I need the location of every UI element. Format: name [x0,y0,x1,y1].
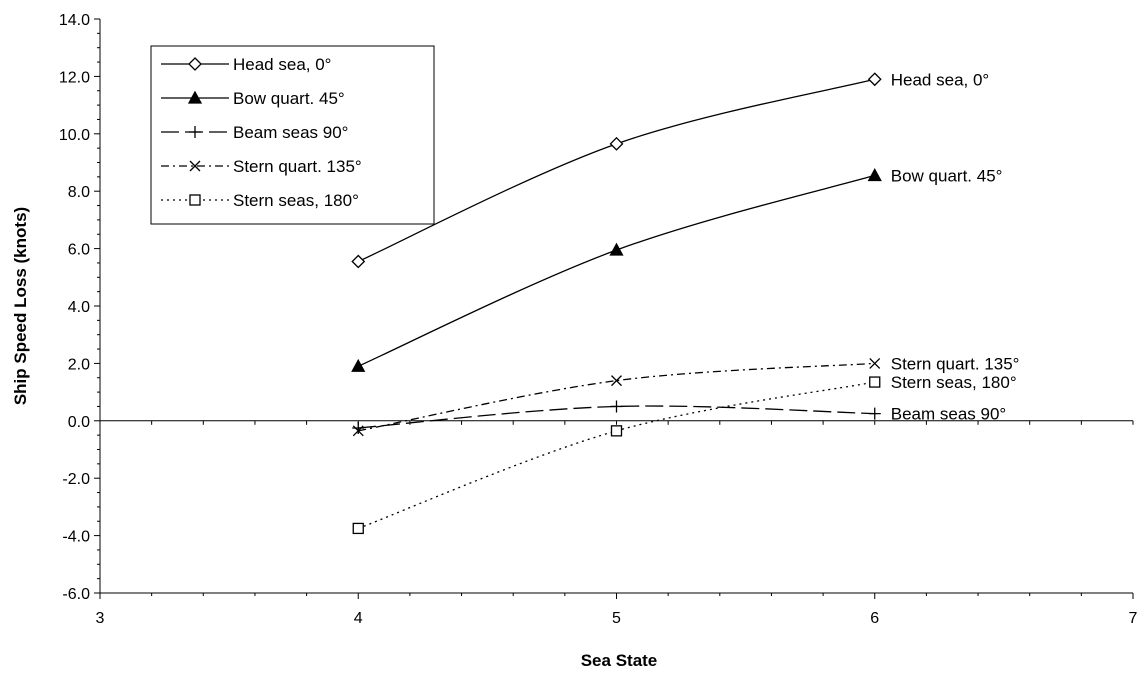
y-tick-label: -4.0 [62,529,90,546]
y-tick-label: 12.0 [59,69,90,86]
series-end-label: Stern seas, 180° [891,373,1017,392]
y-tick-label: 8.0 [68,184,90,201]
data-point-marker [610,425,623,437]
data-point-marker [867,72,882,87]
legend-marker [187,90,203,104]
y-axis-title: Ship Speed Loss (knots) [11,207,30,405]
data-point-marker [611,375,622,387]
legend-entry-label: Beam seas 90° [233,123,348,142]
series-end-label: Stern quart. 135° [891,354,1020,373]
x-axis-title: Sea State [581,651,658,670]
data-point-marker [609,242,624,256]
x-tick-label: 4 [354,610,363,627]
data-point-marker [868,407,881,420]
legend-entry-label: Stern quart. 135° [233,157,362,176]
series-end-label: Head sea, 0° [891,70,989,89]
series-end-label: Beam seas 90° [891,405,1006,424]
series-line [357,78,875,263]
x-tick-label: 7 [1129,610,1138,627]
data-point-marker [352,425,364,437]
legend-marker [188,57,202,71]
legend: Head sea, 0° Bow quart. 45° Beam seas 90° S… [150,45,435,225]
legend-marker [189,126,201,138]
data-point-marker [352,421,365,434]
data-point-marker [351,358,366,372]
series-markers [351,72,882,535]
series-line [357,174,875,367]
y-tick-label: 14.0 [59,12,90,29]
legend-marker [189,194,201,206]
series-end-label: Bow quart. 45° [891,166,1003,185]
end-labels: Head sea, 0° Bow quart. 45° Beam seas 90° S… [891,70,1020,423]
y-tick-label: 10.0 [59,127,90,144]
legend-entry-label: Head sea, 0° [233,55,331,74]
x-tick-label: 5 [612,610,621,627]
x-tick-label: 3 [96,610,105,627]
x-tick-label: 6 [870,610,879,627]
legend-entry-label: Bow quart. 45° [233,89,345,108]
data-point-marker [869,357,881,369]
y-tick-label: 2.0 [68,356,90,373]
legend-entry-label: Stern seas, 180° [233,191,359,210]
y-tick-label: 0.0 [68,414,90,431]
y-tick-label: 4.0 [68,299,90,316]
data-point-marker [610,400,623,413]
y-tick-label: -6.0 [62,586,90,603]
series-line [358,405,875,429]
legend-marker [189,160,201,172]
legend-box [150,45,435,225]
data-point-marker [351,254,366,269]
y-tick-label: -2.0 [62,471,90,488]
data-point-marker [869,376,881,388]
data-point-marker [867,168,882,182]
axes: -6.0 -4.0 -2.0 0.0 2.0 4.0 6.0 8.0 10.0 12.0 14.0 3… [59,12,1138,627]
data-point-marker [352,522,364,535]
data-point-marker [609,136,624,151]
y-tick-label: 6.0 [68,242,90,259]
